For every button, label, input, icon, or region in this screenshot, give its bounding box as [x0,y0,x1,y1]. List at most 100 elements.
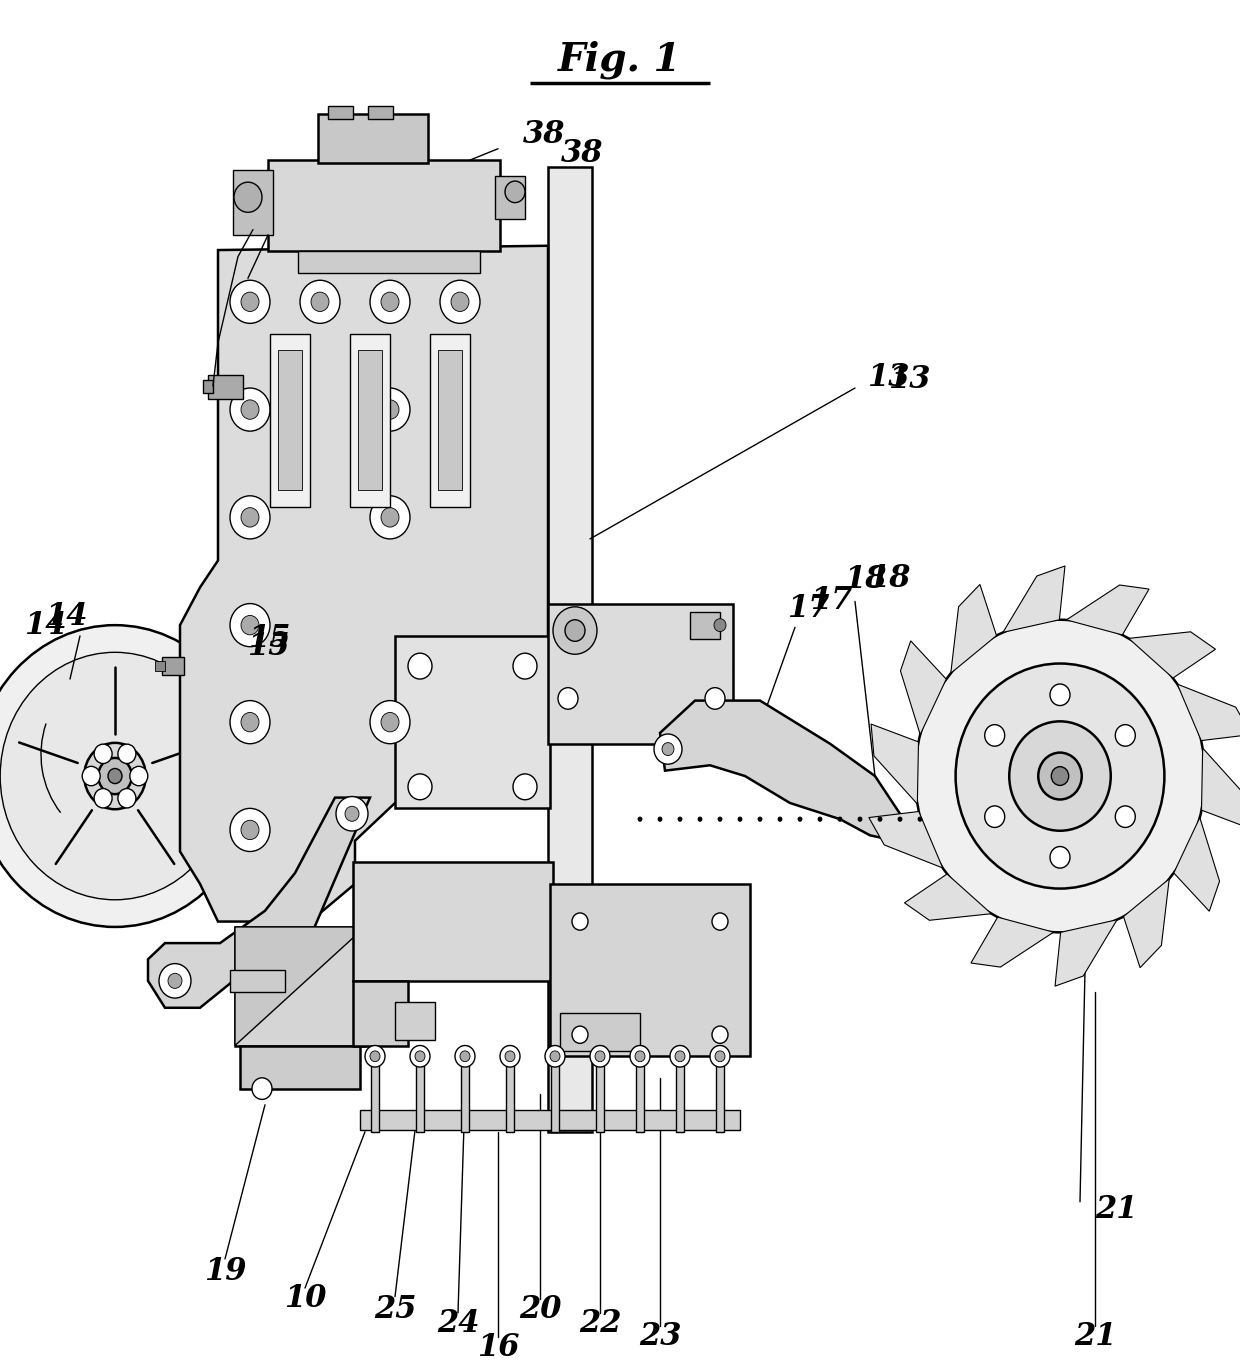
Circle shape [639,817,642,822]
Bar [636,1046,644,1132]
Polygon shape [904,874,991,920]
Bar [208,375,243,399]
Bar [548,604,733,744]
Text: 21: 21 [1074,1321,1116,1352]
Circle shape [381,712,399,731]
Polygon shape [951,585,997,674]
Bar [430,334,470,507]
Text: 18: 18 [843,565,887,596]
Circle shape [714,619,725,632]
Circle shape [1115,725,1136,746]
Circle shape [712,1027,728,1043]
Bar [596,1046,604,1132]
Bar [689,612,720,640]
Bar [350,334,391,507]
Polygon shape [870,725,919,804]
Circle shape [234,182,262,212]
Polygon shape [236,927,365,1046]
Circle shape [381,507,399,528]
Circle shape [460,1051,470,1062]
Text: 14: 14 [45,601,88,632]
Circle shape [381,401,399,420]
Bar [560,1013,640,1051]
Circle shape [630,1046,650,1068]
Text: 22: 22 [579,1308,621,1340]
Circle shape [858,817,862,822]
Text: 14: 14 [24,610,66,641]
Text: 23: 23 [639,1321,681,1352]
Text: 19: 19 [203,1256,247,1288]
Circle shape [572,913,588,930]
Text: 13: 13 [867,362,909,392]
Circle shape [84,742,146,809]
Polygon shape [1202,748,1240,828]
Bar [358,350,382,491]
Bar [360,1110,740,1129]
Circle shape [252,1077,272,1099]
Circle shape [370,701,410,744]
Circle shape [572,1027,588,1043]
Circle shape [670,1046,689,1068]
Bar [438,350,463,491]
Bar [715,1046,724,1132]
Circle shape [758,817,763,822]
Bar [329,105,353,119]
Bar [548,167,591,1132]
Polygon shape [900,641,946,734]
Circle shape [915,619,1205,932]
Bar [241,1046,360,1088]
Bar [396,636,551,808]
Circle shape [918,817,923,822]
Circle shape [985,725,1004,746]
Circle shape [82,767,100,786]
Circle shape [241,615,259,634]
Circle shape [415,1051,425,1062]
Text: 13: 13 [888,364,930,395]
Text: 15: 15 [247,632,289,662]
Polygon shape [1177,684,1240,741]
Circle shape [635,1051,645,1062]
Circle shape [558,688,578,709]
Circle shape [1009,722,1111,831]
Circle shape [370,388,410,431]
Circle shape [1115,807,1136,827]
Circle shape [440,280,480,324]
Circle shape [706,688,725,709]
Circle shape [300,280,340,324]
Circle shape [370,496,410,539]
Circle shape [229,808,270,852]
Circle shape [408,653,432,679]
Circle shape [130,767,148,786]
Bar [415,1046,424,1132]
Text: 16: 16 [476,1331,520,1363]
Circle shape [1038,753,1081,800]
Polygon shape [1066,585,1149,634]
Circle shape [553,607,596,655]
Circle shape [455,1046,475,1068]
Circle shape [799,817,802,822]
Circle shape [738,817,742,822]
Bar [371,1046,379,1132]
Circle shape [108,768,122,783]
Circle shape [98,757,131,794]
Circle shape [229,701,270,744]
Text: 17: 17 [786,593,830,625]
Circle shape [94,789,112,808]
Bar [298,252,480,272]
Circle shape [565,619,585,641]
Polygon shape [1003,566,1065,633]
Polygon shape [869,812,942,868]
Text: 38: 38 [560,138,603,168]
Circle shape [336,797,368,831]
Circle shape [500,1046,520,1068]
Bar [461,1046,469,1132]
Circle shape [118,789,136,808]
Polygon shape [180,246,548,921]
Bar [317,115,428,163]
Circle shape [653,734,682,764]
Circle shape [167,973,182,988]
Circle shape [662,742,675,756]
Circle shape [0,625,255,927]
Circle shape [241,401,259,420]
Bar [270,334,310,507]
